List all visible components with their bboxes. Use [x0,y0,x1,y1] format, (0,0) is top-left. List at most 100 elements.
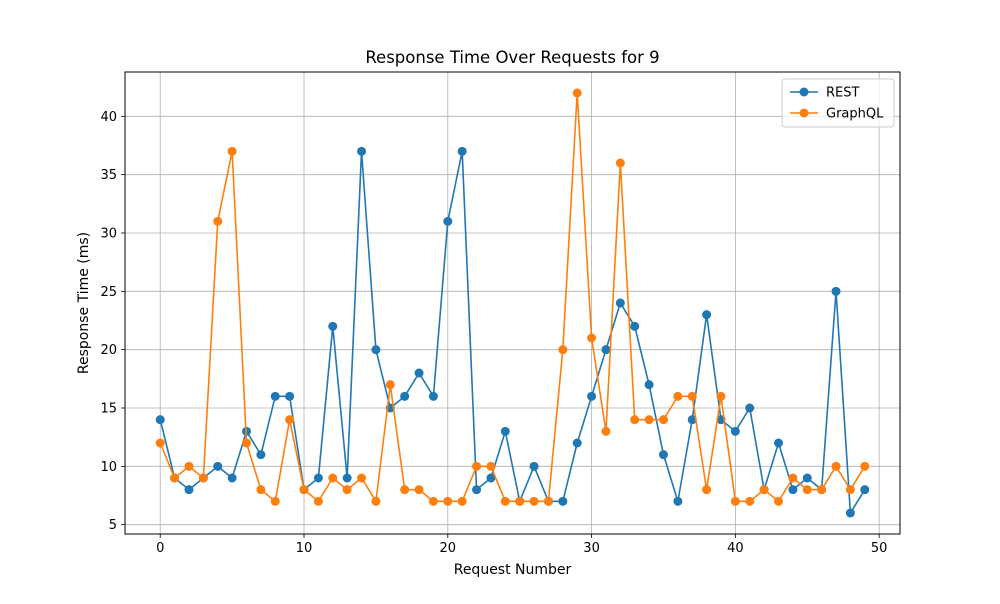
data-point-graphql [227,146,237,156]
data-point-graphql [802,485,812,495]
y-tick-label: 20 [100,343,117,358]
plot-frame [124,71,901,535]
data-point-graphql [745,496,755,506]
data-point-graphql [443,496,453,506]
data-point-graphql [831,461,841,471]
x-tick-label: 0 [156,541,164,556]
x-tick-label: 40 [727,541,744,556]
data-point-graphql [572,88,582,98]
data-point-graphql [299,485,309,495]
y-tick-label: 25 [100,285,117,300]
data-point-rest [702,310,712,320]
chart-title: Response Time Over Requests for 9 [365,48,659,67]
series-graphql [155,88,870,506]
data-point-graphql [658,415,668,425]
data-point-graphql [213,216,223,226]
legend-label-rest: REST [826,86,859,101]
data-point-rest [256,450,266,460]
data-point-rest [313,473,323,483]
data-point-rest [788,485,798,495]
data-point-rest [630,321,640,331]
data-point-graphql [198,473,208,483]
data-point-rest [457,146,467,156]
data-point-rest [673,496,683,506]
series-layer [155,88,870,518]
data-point-rest [371,345,381,355]
data-point-graphql [788,473,798,483]
data-point-graphql [371,496,381,506]
data-point-graphql [414,485,424,495]
data-point-rest [529,461,539,471]
data-point-rest [328,321,338,331]
data-point-rest [443,216,453,226]
legend-marker-rest [799,87,809,97]
data-point-graphql [601,426,611,436]
data-point-graphql [644,415,654,425]
data-point-graphql [817,485,827,495]
y-tick-label: 35 [100,168,117,183]
legend-marker-graphql [799,108,809,118]
data-point-rest [414,368,424,378]
data-point-rest [601,345,611,355]
data-point-graphql [472,461,482,471]
data-point-rest [845,508,855,518]
data-point-rest [227,473,237,483]
data-point-graphql [357,473,367,483]
data-point-graphql [515,496,525,506]
data-point-rest [285,391,295,401]
data-point-rest [615,298,625,308]
data-point-graphql [500,496,510,506]
data-point-graphql [587,333,597,343]
data-point-rest [745,403,755,413]
data-point-graphql [615,158,625,168]
y-axis-label: Response Time (ms) [76,232,92,374]
data-point-graphql [486,461,496,471]
data-point-graphql [170,473,180,483]
data-point-rest [658,450,668,460]
data-point-rest [831,286,841,296]
data-point-graphql [558,345,568,355]
data-point-graphql [759,485,769,495]
data-point-graphql [687,391,697,401]
x-tick-label: 50 [871,541,888,556]
data-point-rest [558,496,568,506]
data-point-graphql [184,461,194,471]
data-point-graphql [730,496,740,506]
y-tick-label: 30 [100,227,117,242]
legend-box [781,78,895,128]
legend-label-graphql: GraphQL [826,107,884,122]
data-point-rest [774,438,784,448]
legend: REST GraphQL [781,78,895,128]
data-point-graphql [285,415,295,425]
y-tick-label: 10 [100,460,117,475]
data-point-rest [860,485,870,495]
x-tick-label: 10 [296,541,313,556]
data-point-graphql [428,496,438,506]
data-point-graphql [716,391,726,401]
data-point-rest [500,426,510,436]
data-point-graphql [702,485,712,495]
data-point-rest [184,485,194,495]
data-point-rest [687,415,697,425]
data-point-graphql [385,380,395,390]
data-point-graphql [342,485,352,495]
data-point-graphql [673,391,683,401]
data-point-rest [486,473,496,483]
data-point-rest [730,426,740,436]
data-point-rest [644,380,654,390]
x-tick-label: 20 [440,541,457,556]
data-point-graphql [543,496,553,506]
data-point-rest [587,391,597,401]
x-axis-label: Request Number [454,562,572,578]
data-point-rest [270,391,280,401]
data-point-graphql [529,496,539,506]
data-point-graphql [630,415,640,425]
data-point-graphql [845,485,855,495]
data-point-rest [342,473,352,483]
data-point-rest [572,438,582,448]
data-point-rest [802,473,812,483]
data-point-graphql [155,438,165,448]
ticks: 0 10 20 30 40 50 5 10 15 20 25 30 35 40 [100,110,887,556]
